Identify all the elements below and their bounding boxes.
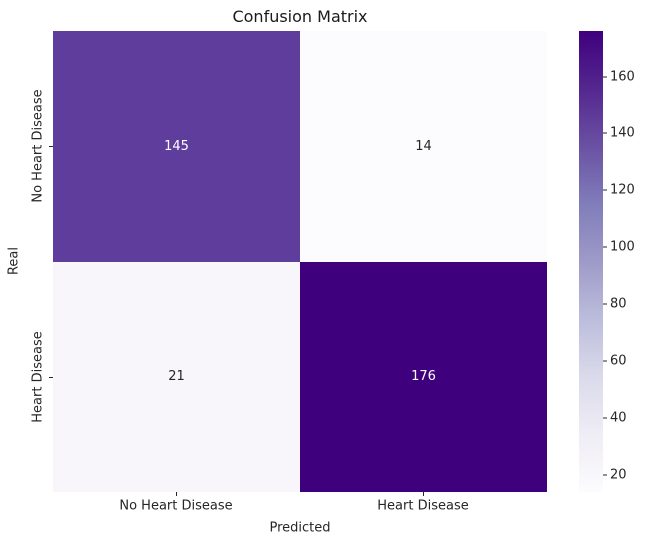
colorbar-ticks: 160 140 120 100 80 60 40 20 [603,31,649,492]
heatmap-cell-r1c1: 176 [300,261,547,492]
cell-annotation-r1c0: 21 [168,369,185,385]
x-tick-label-1: Heart Disease [377,498,469,514]
y-tick-mark-1 [49,377,53,378]
colorbar-tick-label: 140 [610,125,635,141]
x-tick-label-0: No Heart Disease [119,498,233,514]
x-tick-mark-0 [176,492,177,496]
cell-annotation-r1c1: 176 [411,369,436,385]
y-tick-label-1: Heart Disease [30,331,46,423]
colorbar-tick-label: 40 [610,410,627,426]
colorbar-gradient [579,31,603,492]
colorbar-tick-mark [603,76,607,78]
chart-title: Confusion Matrix [232,7,368,26]
colorbar-tick-label: 60 [610,353,627,369]
colorbar-tick-label: 160 [610,69,635,85]
cell-annotation-r0c0: 145 [164,138,189,154]
colorbar-tick-label: 80 [610,296,627,312]
heatmap-plot-area: 145 14 21 176 [53,31,547,492]
colorbar-tick-mark [603,417,607,419]
colorbar-tick-mark [603,303,607,305]
colorbar-tick-60: 60 [603,354,627,369]
heatmap-cell-r0c1: 14 [300,31,547,262]
heatmap-cell-r1c0: 21 [53,261,300,492]
colorbar-tick-mark [603,189,607,191]
colorbar-tick-label: 120 [610,182,635,198]
y-tick-mark-0 [49,146,53,147]
colorbar-tick-mark [603,246,607,248]
colorbar-tick-20: 20 [603,467,627,482]
colorbar-tick-120: 120 [603,183,635,198]
colorbar-tick-mark [603,360,607,362]
y-axis-label: Real [6,246,22,276]
x-axis-label: Predicted [269,520,331,536]
x-tick-mark-1 [423,492,424,496]
colorbar-tick-40: 40 [603,411,627,426]
colorbar-tick-label: 100 [610,239,635,255]
colorbar-tick-mark [603,132,607,134]
y-tick-label-0: No Heart Disease [30,89,46,203]
cell-annotation-r0c1: 14 [415,138,432,154]
colorbar-tick-mark [603,474,607,476]
colorbar-tick-80: 80 [603,297,627,312]
colorbar-tick-140: 140 [603,126,635,141]
colorbar-tick-100: 100 [603,240,635,255]
colorbar-tick-label: 20 [610,467,627,483]
colorbar-tick-160: 160 [603,69,635,84]
heatmap-cell-r0c0: 145 [53,31,300,262]
